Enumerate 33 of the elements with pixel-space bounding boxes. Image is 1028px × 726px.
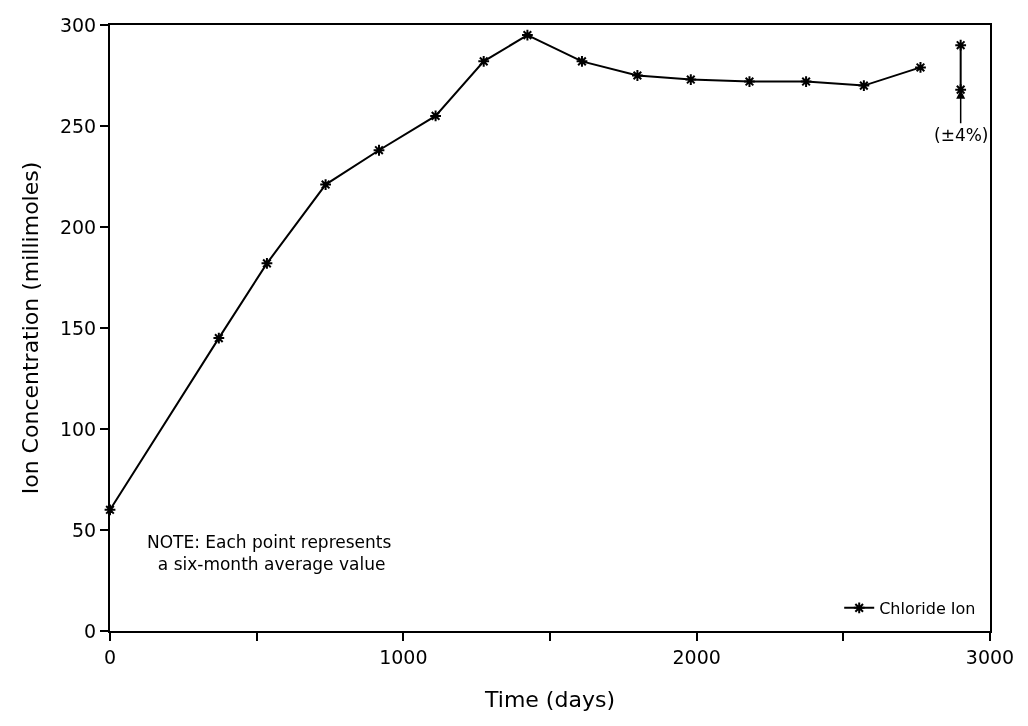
x-tick-label: 2000 [672,645,721,668]
point [477,54,491,68]
y-tick-label: 250 [59,114,97,137]
y-tick-label: 0 [84,619,97,642]
point [631,69,644,82]
point [799,75,813,88]
annotation: (±4%) [934,125,989,145]
point [429,109,442,123]
x-tick-label: 0 [103,645,117,668]
point [684,73,698,86]
x-tick-label: 3000 [965,645,1015,668]
point [575,54,589,68]
annotation: NOTE: Each point represents a six-month average value [147,532,392,575]
point [372,143,386,157]
y-axis-title: Ion Concentration (millimoles) [18,161,44,495]
point [521,28,534,42]
point [103,503,117,517]
point [954,83,968,97]
point [260,256,274,270]
point [743,75,756,88]
point [319,178,332,191]
y-tick-label: 200 [59,215,97,238]
y-tick-label: 150 [59,316,97,339]
point [212,331,226,345]
legend-label: Chloride Ion [879,599,976,619]
y-tick-label: 50 [72,518,97,541]
y-tick-label: 100 [59,417,97,440]
x-tick-label: 1000 [379,645,428,668]
x-axis-title: Time (days) [484,687,615,713]
point [914,61,927,74]
point [954,38,968,52]
point [857,79,871,92]
y-tick-label: 300 [59,13,97,36]
